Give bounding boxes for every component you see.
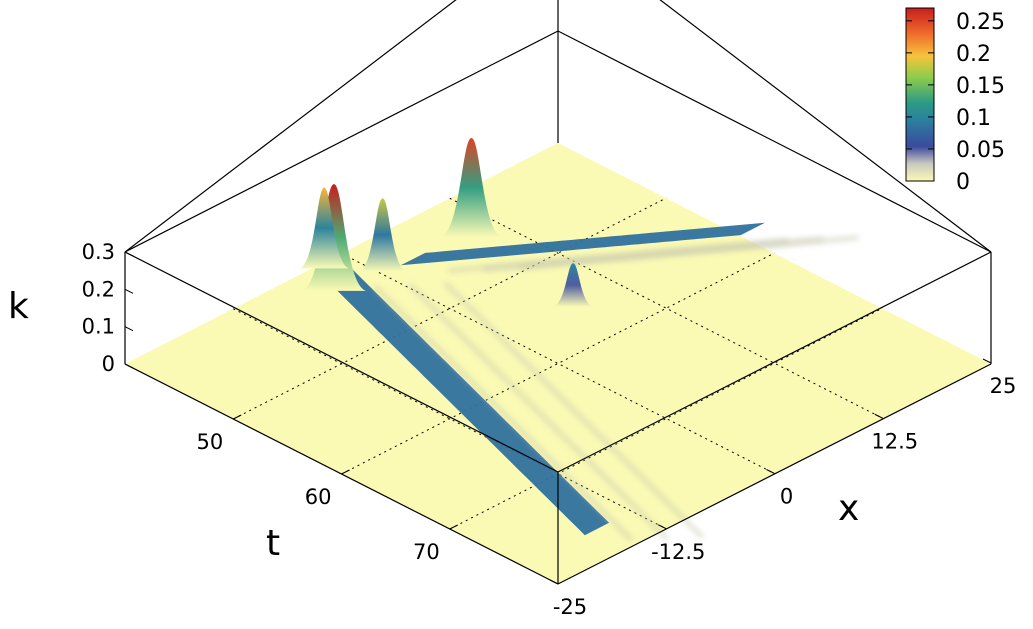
ridge-0-echo-1 [372, 284, 635, 543]
ridge-0-echo-2 [408, 282, 670, 541]
z-tick-label-1: 0.1 [82, 315, 115, 339]
peak-1-shape [299, 187, 349, 269]
peak-3 [440, 137, 503, 238]
t-tick-mark-0 [233, 414, 242, 420]
t-tick-mark-2 [449, 524, 458, 530]
x-axis-title: x [838, 488, 859, 529]
z-tick-mark-1 [124, 326, 134, 332]
x-tick-mark-1 [658, 524, 667, 530]
z-axis-title: k [8, 286, 29, 327]
box-edge-top-left [124, 30, 559, 253]
t-tick-label-2: 70 [413, 540, 440, 564]
t-tick-label-1: 60 [305, 485, 332, 509]
colorbar-gradient [905, 7, 935, 182]
ridge-1-echo-3 [518, 235, 859, 271]
box-edge-far-right [659, 0, 992, 253]
t-tick-label-0: 50 [197, 430, 224, 454]
x-tick-mark-3 [874, 413, 883, 419]
colorbar-label-0: 0.25 [956, 10, 1005, 35]
box-edge-top-front-right [557, 251, 992, 473]
x-tick-mark-4 [982, 358, 992, 364]
colorbar-label-2: 0.15 [956, 74, 1005, 99]
x-tick-label-1: -12.5 [651, 540, 705, 564]
x-tick-mark-2 [766, 469, 775, 474]
peak-4 [553, 263, 593, 307]
z-tick-label-3: 0.3 [82, 240, 115, 264]
z-tick-label-0: 0 [102, 352, 115, 376]
tick-layer: 0 0.1 0.2 0.3 50 60 70 -25 -12.5 0 12.5 25 [82, 240, 1017, 619]
box-edge-top-front-left [124, 251, 559, 473]
z-tick-mark-0 [124, 363, 134, 369]
z-tick-mark-3 [124, 251, 134, 257]
colorbar-label-5: 0 [956, 170, 970, 195]
z-tick-label-2: 0.2 [82, 277, 115, 301]
peak-layer [299, 137, 593, 307]
ridge-1-band [400, 222, 765, 266]
x-tick-label-2: 0 [780, 485, 793, 509]
back-box-lines [124, 0, 992, 364]
z-tick-mark-2 [124, 288, 134, 294]
ridge-0-band [327, 268, 610, 536]
t-axis-title: t [266, 523, 280, 564]
colorbar-label-4: 0.05 [956, 138, 1005, 163]
ridge-0 [327, 268, 705, 543]
box-edge-top-right [557, 30, 992, 253]
box-edge-front-right [557, 363, 992, 585]
colorbar-label-3: 0.1 [956, 106, 991, 131]
t-tick-mark-1 [341, 469, 350, 475]
peak-2 [359, 198, 407, 272]
ridge-layer [327, 222, 859, 543]
x-tick-label-3: 12.5 [871, 429, 918, 453]
colorbar-label-1: 0.2 [956, 42, 991, 67]
x-tick-label-0: -25 [553, 595, 587, 619]
ridge-0-echo-3 [443, 281, 705, 540]
box-edge-far-left [124, 0, 457, 253]
peak-2-shape [359, 198, 407, 272]
peak-3-shape [440, 137, 503, 238]
x-tick-mark-0 [549, 579, 559, 585]
peak-4-shape [553, 263, 593, 307]
peak-1 [299, 187, 349, 269]
ridge-1 [400, 222, 859, 274]
colorbar: 0.25 0.2 0.15 0.1 0.05 0 [905, 7, 1005, 195]
x-tick-label-4: 25 [990, 374, 1017, 398]
